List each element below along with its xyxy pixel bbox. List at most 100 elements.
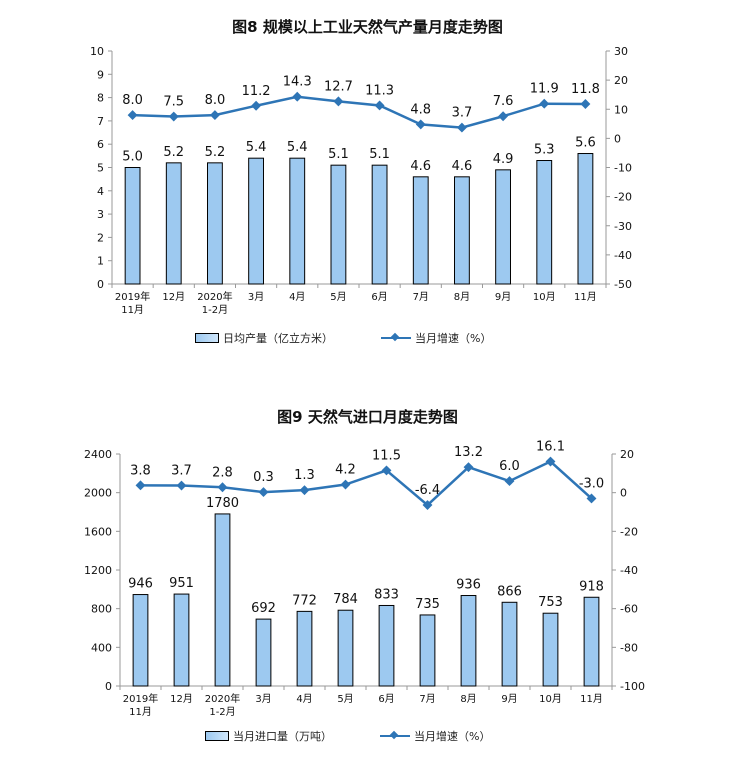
bar: [454, 176, 470, 285]
bar-label: 753: [538, 595, 563, 610]
x-tick-label: 7月: [413, 291, 429, 303]
bar-label: 4.9: [493, 152, 514, 167]
x-tick-label: 3月: [255, 693, 271, 705]
bar-label: 4.6: [452, 159, 473, 174]
y-tick-label-left: 5: [97, 162, 104, 175]
chart-legend: 当月进口量（万吨） 当月增速（%）: [205, 728, 538, 744]
chart-legend: 日均产量（亿立方米） 当月增速（%）: [195, 330, 539, 346]
line-point: [209, 110, 220, 121]
bar: [296, 610, 313, 687]
legend-item-bar: 当月进口量（万吨）: [205, 728, 332, 744]
x-tick-label: 11月: [129, 706, 152, 718]
bar-label: 5.2: [205, 145, 226, 160]
legend-swatch-bar: [205, 731, 229, 741]
bar: [542, 612, 559, 687]
y-tick-label-left: 1200: [84, 564, 112, 577]
legend-item-line: 当月增速（%）: [381, 330, 491, 346]
line-point: [258, 487, 269, 498]
bar-label: 1780: [206, 496, 239, 511]
x-tick-label: 12月: [162, 291, 185, 303]
line-label: 1.3: [294, 468, 315, 483]
x-tick-label: 9月: [495, 291, 511, 303]
y-tick-label-right: -10: [614, 162, 632, 175]
x-tick-label: 10月: [533, 291, 556, 303]
x-tick-label: 4月: [296, 693, 312, 705]
y-tick-label-left: 3: [97, 208, 104, 221]
bar: [460, 595, 477, 687]
chart-gas-import: 图9 天然气进口月度走势图 0 400 800 1200 1600 2000 2400 -10…: [0, 380, 735, 761]
legend-item-bar: 日均产量（亿立方米）: [195, 330, 333, 346]
bar-label: 5.4: [287, 140, 308, 155]
line-label: 2.8: [212, 465, 233, 480]
bar: [337, 609, 354, 687]
y-tick-label-left: 2: [97, 231, 104, 244]
bar: [495, 169, 511, 285]
line-label: 8.0: [122, 93, 143, 108]
bar-label: 5.1: [328, 147, 349, 162]
legend-swatch-line: [380, 735, 410, 737]
bar: [501, 601, 518, 687]
bar: [412, 176, 429, 285]
y-tick-label-right: -40: [614, 249, 632, 262]
line-label: 7.5: [163, 95, 184, 110]
line-point: [176, 480, 187, 491]
line-point: [340, 479, 351, 490]
bar-label: 833: [374, 587, 399, 602]
x-tick-label: 1-2月: [202, 304, 228, 316]
bar-label: 784: [333, 592, 358, 607]
y-tick-label-right: -80: [620, 641, 638, 654]
bar-label: 5.4: [246, 140, 267, 155]
y-tick-label-left: 2400: [84, 448, 112, 461]
y-tick-label-right: -20: [614, 191, 632, 204]
bar-label: 918: [579, 579, 604, 594]
y-tick-label-right: -60: [620, 603, 638, 616]
line-label: 11.3: [365, 83, 394, 98]
legend-label-line: 当月增速（%）: [414, 730, 491, 743]
x-tick-label: 8月: [454, 291, 470, 303]
line-label: 11.2: [242, 84, 271, 99]
y-tick-label-right: -50: [614, 278, 632, 291]
chart-canvas: 0 400 800 1200 1600 2000 2400 -100 -80 -60 -40 -20 0…: [84, 440, 645, 718]
legend-label-line: 当月增速（%）: [415, 332, 492, 345]
bar-label: 5.6: [575, 136, 596, 151]
line-point: [415, 119, 426, 130]
x-tick-label: 2020年: [197, 290, 232, 303]
bar: [577, 153, 594, 285]
legend-swatch-bar: [195, 333, 219, 343]
line-point: [217, 482, 228, 493]
line-point: [251, 100, 262, 111]
line-point: [292, 91, 303, 102]
line-point: [374, 100, 385, 111]
line-label: 11.5: [372, 448, 401, 463]
bar-label: 692: [251, 601, 276, 616]
bar: [173, 593, 190, 687]
bar: [536, 160, 553, 285]
bar: [583, 596, 600, 687]
line-point: [498, 111, 509, 122]
y-tick-label-right: -20: [620, 525, 638, 538]
line-label: 6.0: [499, 459, 520, 474]
line-label: 3.8: [130, 463, 151, 478]
x-tick-label: 9月: [501, 693, 517, 705]
bar-label: 951: [169, 576, 194, 591]
line-label: 8.0: [205, 93, 226, 108]
bar-label: 772: [292, 593, 317, 608]
y-tick-label-left: 8: [97, 92, 104, 105]
y-tick-label-left: 0: [105, 680, 112, 693]
growth-line: [132, 95, 586, 129]
bar: [207, 162, 223, 285]
y-tick-label-left: 400: [91, 641, 112, 654]
line-label: 7.6: [493, 94, 514, 109]
bar-label: 5.0: [122, 150, 143, 165]
line-point: [586, 493, 597, 504]
x-tick-label: 12月: [170, 693, 193, 705]
line-point: [168, 111, 179, 122]
bar: [255, 618, 272, 687]
bar: [214, 513, 231, 687]
y-tick-label-right: -100: [620, 680, 645, 693]
bar: [371, 164, 388, 285]
bar: [132, 594, 149, 687]
y-tick-label-left: 1600: [84, 525, 112, 538]
y-tick-label-right: -40: [620, 564, 638, 577]
x-tick-label: 11月: [580, 693, 603, 705]
